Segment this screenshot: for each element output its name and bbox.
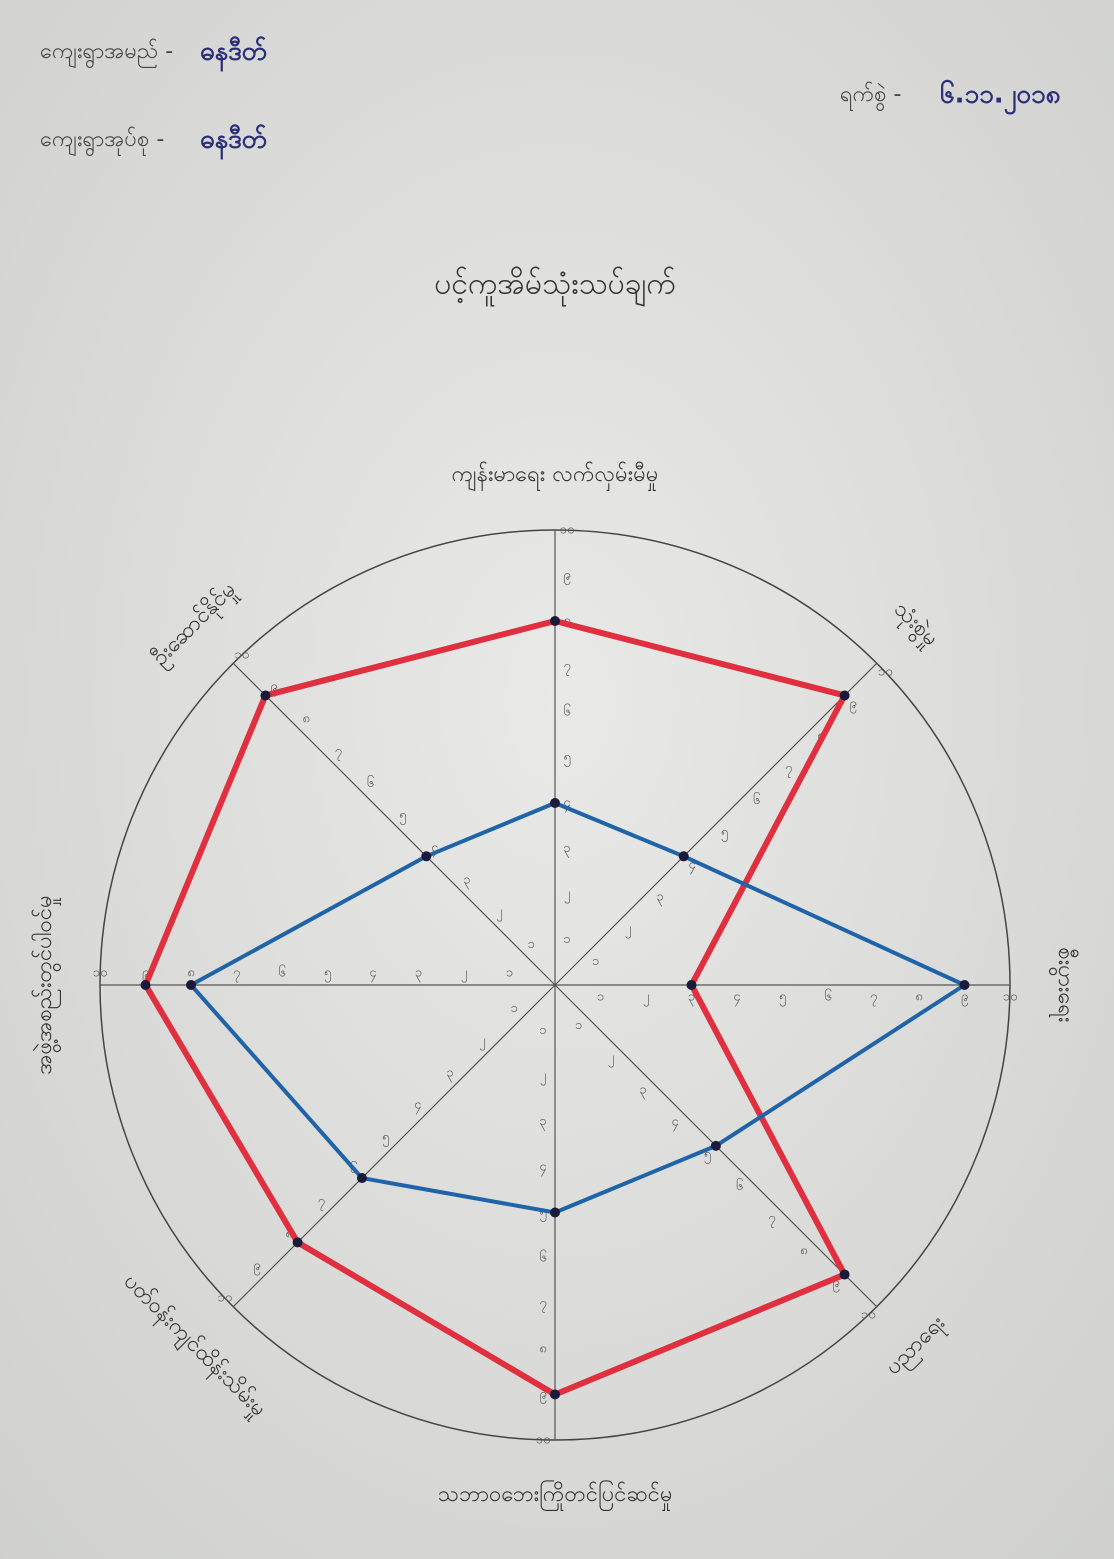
tick-label: ၈ [915,990,922,1005]
tick-label: ၆ [278,965,285,981]
tick-label: ၆ [824,989,831,1005]
tick-label: ၁၀ [93,966,108,981]
tick-label: ၃ [656,889,663,906]
tick-label: ၈ [800,1243,807,1258]
series-point [141,980,151,990]
tick-label: ၁ [539,1023,546,1038]
tick-label: ၆ [539,1250,546,1266]
series-point [260,690,270,700]
series-point [186,980,196,990]
tick-label: ၇ [563,659,570,676]
series-point [550,1390,560,1400]
tick-label: ၉ [563,568,570,585]
tick-label: ၈ [187,966,194,981]
tick-label: ၆ [736,1178,743,1194]
tick-label: ၃ [415,966,422,983]
tick-label: ၄ [733,990,741,1007]
tick-label: ၃ [446,1066,453,1083]
tick-label: ၉ [253,1259,260,1276]
tick-label: ၅ [539,1205,546,1222]
tick-label: ၃ [563,841,570,858]
tick-label: ၇ [785,761,792,778]
tick-label: ၅ [399,808,406,825]
tick-label: ၁ [511,1001,518,1016]
tick-label: ၈ [539,1342,546,1357]
tick-label: ၃ [639,1083,646,1100]
tick-label: ၆ [367,775,374,791]
series-point [840,690,850,700]
tick-label: ၁၀ [234,647,249,662]
tick-label: ၂ [461,966,467,983]
series-point [357,1173,367,1183]
series-point [840,1270,850,1280]
series-point [960,980,970,990]
series-point [293,1237,303,1247]
tick-label: ၂ [479,1033,485,1050]
tick-label: ၄ [414,1098,422,1115]
series-point [550,616,560,626]
tick-label: ၄ [539,1160,547,1177]
tick-label: ၇ [318,1194,325,1211]
series-point [550,1208,560,1218]
tick-label: ၂ [608,1050,614,1067]
tick-label: ၃ [463,872,470,889]
series-point [687,980,697,990]
tick-label: ၄ [672,1115,680,1132]
tick-label: ၁၀ [861,1308,876,1323]
tick-label: ၁ [575,1018,582,1033]
tick-label: ၉ [961,990,968,1007]
tick-label: ၂ [540,1069,546,1086]
tick-label: ၁ [563,932,570,947]
tick-label: ၁၀ [1003,990,1018,1005]
tick-label: ၇ [870,990,877,1007]
tick-label: ၂ [625,922,631,939]
tick-label: ၇ [539,1296,546,1313]
tick-label: ၅ [324,966,331,983]
series-point [421,851,431,861]
axis-label: သဘာဝဘေးကြိုတင်ပြင်ဆင်မှု [437,1480,672,1511]
tick-label: ၁၀ [536,1433,551,1448]
tick-label: ၅ [382,1130,389,1147]
chart: ပင့်ကူအိမ်သုံးသပ်ချက် ကျေးရွာအမည် -ဓနဒီတ… [0,0,1114,1559]
tick-label: ၁ [528,937,535,952]
tick-label: ၅ [779,990,786,1007]
tick-label: ၉ [849,696,856,713]
series-point [711,1141,721,1151]
tick-label: ၂ [643,990,649,1007]
tick-label: ၁၀ [878,664,893,679]
tick-label: ၈ [302,712,309,727]
tick-label: ၇ [335,744,342,761]
tick-label: ၇ [768,1211,775,1228]
tick-label: ၇ [233,966,240,983]
tick-label: ၆ [563,704,570,720]
chart-title: ပင့်ကူအိမ်သုံးသပ်ချက် [434,267,676,308]
tick-label: ၁ [592,954,599,969]
tick-label: ၅ [721,825,728,842]
tick-label: ၆ [753,792,760,808]
tick-label: ၃ [539,1114,546,1131]
tick-label: ၁၀ [560,523,575,538]
tick-label: ၁ [597,990,604,1005]
tick-label: ၅ [563,750,570,767]
tick-label: ၁၀ [217,1291,232,1306]
tick-label: ၂ [564,887,570,904]
tick-label: ၄ [369,966,377,983]
tick-label: ၂ [496,905,502,922]
series-point [550,798,560,808]
tick-label: ၁ [506,966,513,981]
series-point [679,851,689,861]
